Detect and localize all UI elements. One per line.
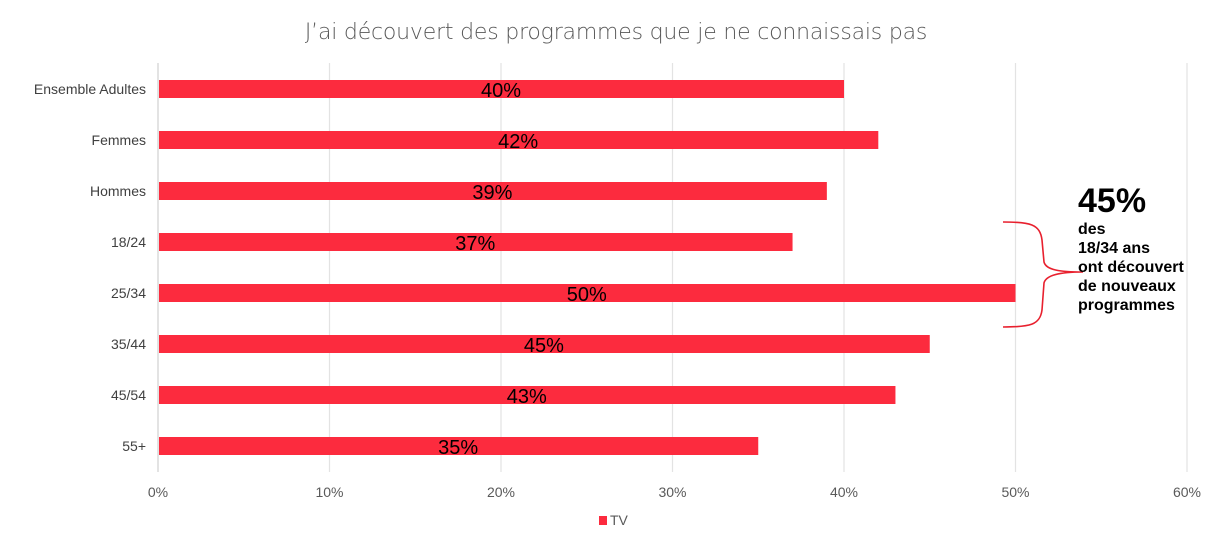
bar [159,437,759,455]
category-label: 55+ [122,438,146,454]
annotation-brace [1002,221,1084,328]
chart-title: J’ai découvert des programmes que je ne … [304,20,928,45]
x-tick-label: 30% [658,484,686,500]
data-labels: 40% 42% 39% 37% 50% 45% 43% 35% [438,80,607,459]
x-tick-label: 40% [830,484,858,500]
bar [159,131,879,149]
bars [159,80,1016,455]
annotation-line: de nouveaux [1078,278,1176,295]
x-tick-label: 50% [1001,484,1029,500]
x-tick-labels: 0% 10% 20% 30% 40% 50% 60% [148,484,1201,500]
annotation-line: des [1078,221,1106,238]
data-label: 37% [455,233,495,255]
data-label: 39% [472,182,512,204]
bar [159,335,930,353]
data-label: 43% [507,386,547,408]
data-label: 35% [438,437,478,459]
legend-swatch-tv [599,516,607,525]
category-labels: Ensemble Adultes Femmes Hommes 18/24 25/34 35… [34,81,146,454]
bar [159,386,896,404]
data-label: 45% [524,335,564,357]
annotation-callout: 45% des 18/34 ans ont découvert de nouve… [1078,182,1184,315]
x-tick-label: 0% [148,484,168,500]
bar [159,284,1016,302]
data-label: 40% [481,80,521,102]
category-label: 18/24 [111,234,146,250]
category-label: 35/44 [111,336,146,352]
gridlines [157,63,1188,472]
x-tick-label: 20% [487,484,515,500]
annotation-line: 18/34 ans [1078,240,1151,257]
bar [159,233,793,251]
category-label: Femmes [92,132,146,148]
bar [159,182,827,200]
category-label: 45/54 [111,387,146,403]
data-label: 50% [567,284,607,306]
annotation-headline: 45% [1078,182,1147,220]
annotation-line: programmes [1078,297,1175,314]
annotation-line: ont découvert [1078,259,1184,276]
x-tick-label: 10% [315,484,343,500]
category-label: 25/34 [111,285,146,301]
legend-label-tv: TV [610,512,629,528]
x-tick-label: 60% [1173,484,1201,500]
data-label: 42% [498,131,538,153]
category-label: Hommes [90,183,146,199]
bar [159,80,844,98]
legend: TV [599,512,629,528]
category-label: Ensemble Adultes [34,81,146,97]
